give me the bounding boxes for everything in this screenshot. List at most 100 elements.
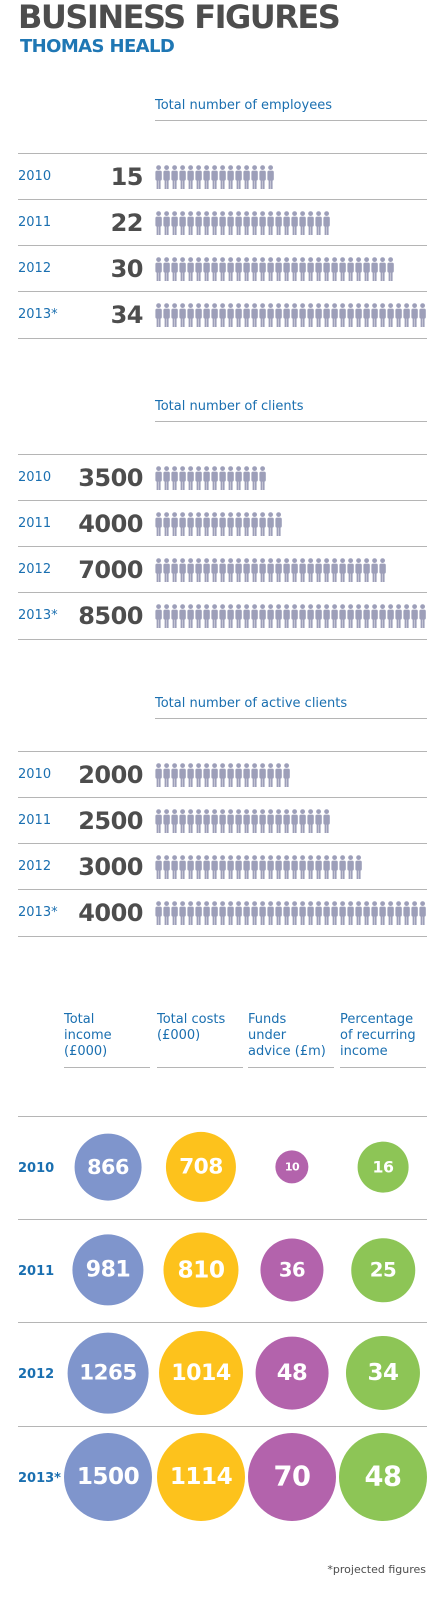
person-icon [171,165,178,189]
person-icon [155,466,162,490]
chart-row: 2013* 4000 [18,889,427,937]
bubble-value-label: 48 [364,1461,402,1493]
person-icon [355,558,362,582]
person-icon [155,512,162,536]
person-icon [403,303,410,327]
year-label: 2013* [18,1471,61,1486]
person-icon [155,257,162,281]
person-icon [227,855,234,879]
person-icon [243,466,250,490]
bubble-of [351,1238,415,1302]
person-icon [299,901,306,925]
bubble-costs [163,1232,239,1308]
person-icon [235,763,242,787]
person-icon [195,604,202,628]
year-label: 2012 [18,562,52,577]
year-label: 2010 [18,1161,55,1176]
person-icon [179,211,186,235]
person-icon [227,558,234,582]
person-icon [171,558,178,582]
column-header-rule [340,1067,426,1068]
person-icon [371,558,378,582]
bubble-value-label: 48 [276,1360,308,1386]
person-icons [155,466,266,490]
bubble-costs [165,1131,237,1203]
person-icon [227,211,234,235]
person-icon [411,901,418,925]
value-label: 4000 [78,510,143,538]
person-icon [211,211,218,235]
section-title-rule [155,421,427,422]
year-label: 2013* [18,307,58,322]
person-icon [171,512,178,536]
bubble-value-label: 810 [177,1256,225,1284]
year-label: 2011 [18,813,52,828]
person-icon [243,165,250,189]
person-icon [227,604,234,628]
person-icon [163,512,170,536]
person-icon [179,512,186,536]
person-icon [379,558,386,582]
person-icon [235,303,242,327]
person-icon [227,809,234,833]
person-icon [211,901,218,925]
person-icon [291,558,298,582]
bubble-of [357,1141,409,1193]
person-icon [299,303,306,327]
person-icon [171,257,178,281]
bubble-value-label: 981 [85,1257,131,1283]
value-label: 8500 [78,602,143,630]
column-header: Percentage of recurring income [340,1012,416,1059]
person-icon [211,809,218,833]
person-icon [187,257,194,281]
person-icon [195,257,202,281]
footnote: *projected figures [327,1563,426,1576]
person-icon [323,901,330,925]
bubble-under [260,1238,324,1302]
person-icon [235,165,242,189]
bubble-under [255,1336,329,1410]
person-icon [163,466,170,490]
person-icon [267,211,274,235]
person-icon [283,763,290,787]
person-icon [339,257,346,281]
person-icon [419,604,426,628]
bubble-value-label: 34 [367,1360,399,1386]
person-icon [315,558,322,582]
person-icon [235,604,242,628]
person-icon [347,558,354,582]
person-icon [155,211,162,235]
person-icon [331,855,338,879]
person-icon [259,257,266,281]
person-icon [307,809,314,833]
chart-row: 2010 [18,1116,427,1220]
person-icon-group [155,763,291,789]
person-icon [307,303,314,327]
person-icon [179,558,186,582]
person-icon [171,604,178,628]
person-icon [355,303,362,327]
chart-row: 2011 4000 [18,500,427,547]
column-header: Funds under advice (£m) [248,1012,326,1059]
person-icon [403,604,410,628]
person-icon [203,604,210,628]
person-icon [171,763,178,787]
person-icon [315,604,322,628]
person-icon [339,604,346,628]
person-icon [251,763,258,787]
person-icon [203,211,210,235]
person-icon [195,763,202,787]
person-icon [243,901,250,925]
person-icon [219,901,226,925]
person-icon [259,604,266,628]
person-icon [299,855,306,879]
person-icon [163,809,170,833]
bubble-income [72,1234,144,1306]
value-label: 22 [110,209,144,237]
person-icon [267,901,274,925]
chart-row: 2010 2000 [18,751,427,798]
person-icon [211,855,218,879]
person-icon [275,303,282,327]
person-icon [219,604,226,628]
person-icon [315,809,322,833]
